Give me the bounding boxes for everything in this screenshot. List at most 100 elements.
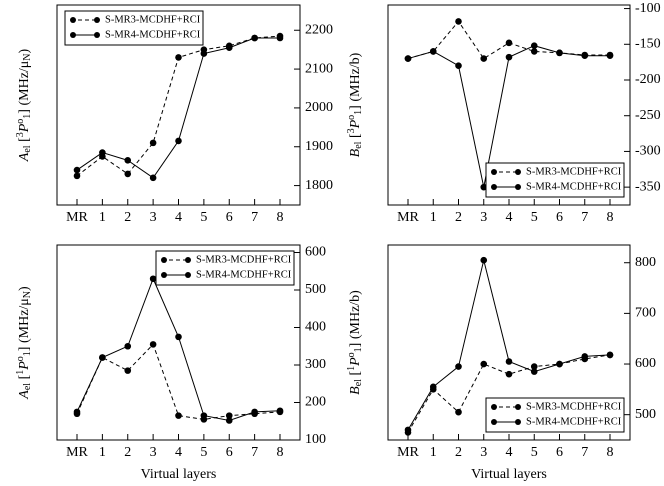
data-point: [225, 412, 233, 419]
data-point: [149, 174, 157, 182]
legend-box: [485, 397, 625, 433]
data-point: [225, 417, 233, 424]
data-point: [149, 341, 157, 348]
legend-marker: [515, 419, 521, 425]
data-point: [99, 354, 106, 361]
y-axis-label-part: N: [22, 53, 33, 60]
x-tick-label: 6: [556, 210, 563, 225]
x-tick-label: 7: [251, 445, 258, 460]
legend-marker: [161, 257, 167, 263]
legend-marker: [491, 404, 497, 410]
data-point: [175, 333, 182, 341]
y-axis-label-part: 1: [22, 351, 33, 356]
x-tick-label: 5: [531, 210, 538, 225]
x-tick-label: 7: [251, 210, 258, 225]
data-point: [556, 360, 563, 368]
data-point: [581, 52, 589, 60]
data-point: [530, 42, 538, 50]
legend-marker: [94, 32, 100, 38]
x-tick-label: 8: [277, 445, 284, 460]
y-axis-label-part: B: [348, 386, 363, 395]
data-point: [124, 367, 132, 374]
y-axis-label-part: el: [22, 145, 33, 152]
series-line: [76, 277, 281, 422]
y-tick-label: 1800: [305, 178, 333, 193]
x-tick-label: 4: [175, 445, 182, 460]
legend-marker: [491, 184, 497, 190]
y-axis-label-part: [: [17, 374, 32, 383]
legend-marker: [70, 17, 76, 23]
data-point: [175, 54, 182, 61]
y-axis-label-part: N: [22, 291, 33, 298]
legend-marker: [515, 404, 521, 410]
y-tick-label: -100: [635, 1, 661, 16]
x-tick-label: 5: [200, 210, 207, 225]
y-tick-label: -250: [635, 108, 661, 123]
y-tick-label: 2100: [305, 61, 333, 76]
y-tick-label: 500: [305, 282, 326, 297]
x-tick-label: 2: [124, 445, 131, 460]
y-axis-label-part: ): [17, 48, 32, 53]
x-axis-label: Virtual layers: [141, 467, 217, 482]
data-point: [251, 408, 258, 416]
data-point: [455, 408, 462, 416]
y-axis-label-part: ] (MHz/b): [348, 290, 363, 347]
y-tick-label: -300: [635, 144, 661, 159]
x-tick-label: 2: [455, 445, 462, 460]
data-point: [530, 48, 538, 55]
y-axis-label-part: [: [348, 371, 363, 380]
x-tick-label: 1: [99, 445, 106, 460]
legend-marker: [491, 419, 497, 425]
data-point: [124, 170, 132, 178]
data-point: [99, 149, 106, 156]
data-point: [276, 34, 284, 42]
data-point: [505, 370, 513, 378]
data-point: [480, 183, 488, 191]
data-point: [429, 48, 437, 55]
x-tick-label: 4: [506, 210, 513, 225]
data-point: [530, 368, 538, 375]
y-axis-label-part: [: [348, 133, 363, 142]
legend-box: [64, 10, 204, 46]
y-axis-label-part: ] (MHz/μ: [17, 298, 32, 351]
y-tick-label: 600: [305, 245, 326, 260]
x-tick-label: 1: [430, 210, 437, 225]
data-point: [124, 157, 132, 164]
y-axis-label-part: el: [353, 379, 364, 386]
y-axis-label-part: 1: [353, 347, 364, 352]
y-axis-label-part: el: [22, 383, 33, 390]
data-point: [404, 55, 412, 62]
data-point: [505, 39, 513, 47]
data-point: [73, 408, 81, 416]
x-tick-label: MR: [397, 445, 419, 460]
y-tick-label: 400: [305, 320, 326, 335]
data-point: [505, 53, 513, 61]
y-tick-label: 600: [635, 356, 656, 371]
x-tick-label: 3: [480, 210, 487, 225]
data-point: [530, 363, 538, 370]
legend-label: S-MR3-MCDHF+RCI: [105, 14, 201, 25]
data-point: [251, 34, 258, 42]
y-axis-label: Bel [1Po1] (MHz/b): [346, 290, 364, 395]
data-point: [606, 351, 614, 359]
data-point: [455, 363, 462, 370]
y-axis-label-part: 1: [353, 110, 364, 115]
data-point: [429, 383, 437, 391]
y-tick-label: 1900: [305, 139, 333, 154]
y-axis-label: Bel [3Po1] (MHz/b): [346, 52, 364, 157]
x-tick-label: 5: [200, 445, 207, 460]
x-tick-label: 6: [226, 210, 233, 225]
y-tick-label: 500: [635, 407, 656, 422]
legend-box: [155, 250, 295, 286]
y-tick-label: 2200: [305, 22, 333, 37]
x-tick-label: 1: [430, 445, 437, 460]
data-point: [455, 62, 462, 70]
x-tick-label: 4: [175, 210, 182, 225]
legend-label: S-MR3-MCDHF+RCI: [526, 166, 622, 177]
y-axis-label-part: ] (MHz/μ: [17, 61, 32, 114]
legend-label: S-MR4-MCDHF+RCI: [526, 181, 622, 192]
data-point: [480, 256, 488, 264]
y-axis-label-part: o: [346, 115, 357, 120]
y-axis-label-part: 1: [15, 370, 26, 375]
y-tick-label: 700: [635, 306, 656, 321]
